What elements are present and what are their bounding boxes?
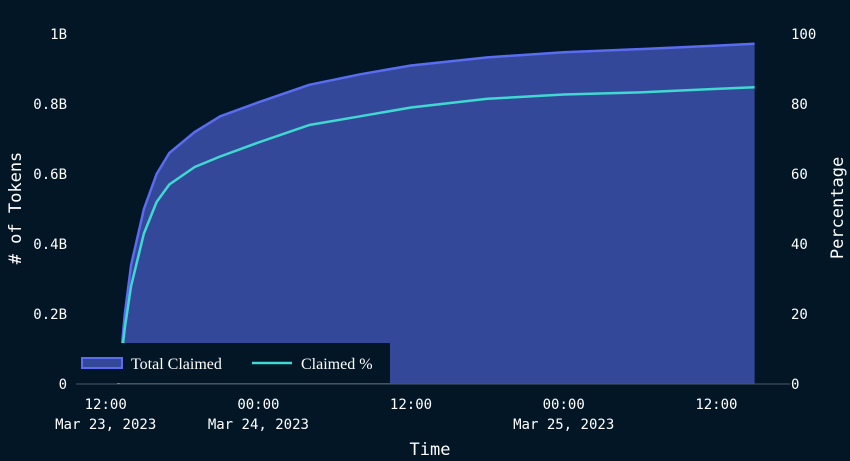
legend-background xyxy=(72,343,390,383)
y-right-tick-label: 100 xyxy=(791,27,816,43)
y-right-tick-label: 40 xyxy=(791,237,808,253)
y-right-tick-label: 0 xyxy=(791,377,799,393)
x-axis-title: Time xyxy=(410,440,451,460)
x-tick-label: 12:00 xyxy=(695,397,737,413)
series-line-claimed-percent xyxy=(117,85,755,385)
legend-label-total-claimed[interactable]: Total Claimed xyxy=(131,356,222,373)
y-right-tick-label: 80 xyxy=(791,97,808,113)
x-tick-label: 12:00 xyxy=(390,397,432,413)
y-left-tick-label: 0 xyxy=(59,377,67,393)
x-tick-date-label: Mar 23, 2023 xyxy=(55,417,156,433)
y-left-tick-label: 0.4B xyxy=(33,237,67,253)
y-left-tick-label: 0.6B xyxy=(33,167,67,183)
y-left-tick-label: 1B xyxy=(50,27,67,43)
y-left-tick-label: 0.8B xyxy=(33,97,67,113)
y-axis-right-title: Percentage xyxy=(828,157,848,259)
x-tick-date-label: Mar 24, 2023 xyxy=(208,417,309,433)
y-axis-left-title: # of Tokens xyxy=(6,152,26,265)
plot-area xyxy=(117,42,755,385)
y-left-tick-label: 0.2B xyxy=(33,307,67,323)
x-tick-label: 12:00 xyxy=(85,397,127,413)
x-tick-label: 00:00 xyxy=(237,397,279,413)
legend-label-claimed-percent[interactable]: Claimed % xyxy=(301,356,373,373)
y-right-tick-label: 60 xyxy=(791,167,808,183)
x-tick-date-label: Mar 25, 2023 xyxy=(513,417,614,433)
y-right-tick-label: 20 xyxy=(791,307,808,323)
legend: Total Claimed Claimed % xyxy=(72,343,390,383)
axes: 12:00 Mar 23, 2023 00:00 Mar 24, 2023 12:00 0… xyxy=(33,27,816,433)
series-line-total-claimed xyxy=(117,42,755,385)
series-area-total-claimed xyxy=(118,43,755,385)
legend-swatch-total-claimed[interactable] xyxy=(81,357,123,369)
x-tick-label: 00:00 xyxy=(543,397,585,413)
